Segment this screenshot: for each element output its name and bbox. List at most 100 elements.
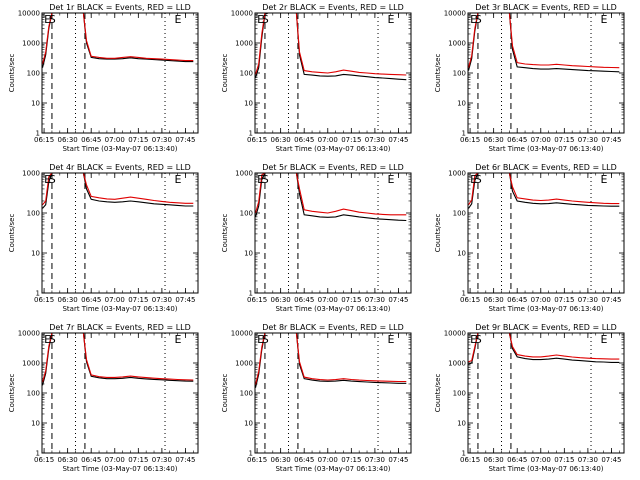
x-tick-label: 07:00 xyxy=(105,456,125,464)
x-tick-label: 07:45 xyxy=(388,456,408,464)
plot-frame xyxy=(41,172,199,294)
plot-annotation: E xyxy=(44,173,51,186)
x-tick-label: 06:15 xyxy=(247,456,267,464)
y-axis-label: Counts/sec xyxy=(221,214,229,253)
plot-annotation: S xyxy=(475,333,482,346)
chart-panel: Det 1r BLACK = Events, RED = LLD Counts/s… xyxy=(8,3,199,153)
plot-annotation: E xyxy=(174,333,181,346)
plot-annotation: E xyxy=(44,333,51,346)
plot-annotation: E xyxy=(470,13,477,26)
y-tick-label: 100 xyxy=(453,70,466,78)
y-axis-label: Counts/sec xyxy=(8,374,16,413)
x-tick-label: 07:15 xyxy=(128,296,148,304)
y-tick-label: 100 xyxy=(27,70,40,78)
x-tick-label: 06:45 xyxy=(81,296,101,304)
panel-title: Det 1r BLACK = Events, RED = LLD xyxy=(49,3,191,12)
y-tick-label: 10000 xyxy=(231,330,253,338)
series-line-lld xyxy=(42,333,194,383)
y-axis-label: Counts/sec xyxy=(434,374,442,413)
y-tick-label: 1000 xyxy=(22,170,40,178)
series-line-events xyxy=(468,173,620,209)
x-tick-label: 07:00 xyxy=(105,296,125,304)
y-tick-label: 1 xyxy=(462,130,466,138)
y-tick-label: 1000 xyxy=(235,40,253,48)
series-line-events xyxy=(42,333,194,386)
x-tick-label: 06:45 xyxy=(294,296,314,304)
panel-title: Det 2r BLACK = Events, RED = LLD xyxy=(262,3,404,12)
plot-annotation: E xyxy=(174,13,181,26)
panel-title: Det 6r BLACK = Events, RED = LLD xyxy=(475,163,617,172)
x-tick-label: 06:30 xyxy=(271,136,291,144)
y-tick-label: 1 xyxy=(249,130,253,138)
plot-annotation: E xyxy=(387,333,394,346)
y-tick-label: 100 xyxy=(27,390,40,398)
plot-frame xyxy=(254,172,412,294)
x-tick-label: 06:45 xyxy=(507,296,527,304)
series-line-lld xyxy=(255,333,407,385)
y-tick-label: 10000 xyxy=(18,330,40,338)
x-tick-label: 07:45 xyxy=(175,296,195,304)
x-axis-label: Start Time (03-May-07 06:13:40) xyxy=(488,305,603,313)
x-tick-label: 07:00 xyxy=(318,136,338,144)
panel-title: Det 7r BLACK = Events, RED = LLD xyxy=(49,323,191,332)
x-tick-label: 06:30 xyxy=(58,296,78,304)
panel-title: Det 8r BLACK = Events, RED = LLD xyxy=(262,323,404,332)
x-axis-label: Start Time (03-May-07 06:13:40) xyxy=(62,305,177,313)
y-tick-label: 100 xyxy=(240,210,253,218)
panel-title: Det 5r BLACK = Events, RED = LLD xyxy=(262,163,404,172)
plot-annotation: E xyxy=(600,13,607,26)
plot-frame xyxy=(467,332,625,454)
chart-panel: Det 9r BLACK = Events, RED = LLD Counts/s… xyxy=(434,323,625,473)
plot-annotation: E xyxy=(257,333,264,346)
y-tick-label: 10000 xyxy=(444,330,466,338)
series-line-lld xyxy=(255,173,407,216)
plot-annotation: E xyxy=(44,13,51,26)
y-tick-label: 1000 xyxy=(22,360,40,368)
plot-frame xyxy=(254,332,412,454)
x-tick-label: 07:45 xyxy=(175,136,195,144)
x-tick-label: 06:15 xyxy=(460,136,480,144)
y-tick-label: 10 xyxy=(457,420,466,428)
plot-annotation: E xyxy=(257,13,264,26)
series-line-events xyxy=(468,13,620,73)
x-tick-label: 07:15 xyxy=(554,296,574,304)
series-line-events xyxy=(42,173,194,209)
x-tick-label: 07:45 xyxy=(601,456,621,464)
y-tick-label: 100 xyxy=(27,210,40,218)
x-tick-label: 06:15 xyxy=(247,136,267,144)
x-tick-label: 06:45 xyxy=(81,456,101,464)
x-tick-label: 06:30 xyxy=(484,136,504,144)
series-line-lld xyxy=(42,173,194,206)
plot-annotation: E xyxy=(257,173,264,186)
y-tick-label: 10 xyxy=(31,420,40,428)
x-tick-label: 07:15 xyxy=(341,296,361,304)
x-tick-label: 07:45 xyxy=(388,136,408,144)
x-tick-label: 07:30 xyxy=(578,456,598,464)
y-axis-label: Counts/sec xyxy=(8,214,16,253)
x-tick-label: 06:15 xyxy=(460,456,480,464)
x-tick-label: 07:30 xyxy=(578,296,598,304)
x-tick-label: 06:15 xyxy=(460,296,480,304)
y-tick-label: 1000 xyxy=(448,170,466,178)
y-tick-label: 10000 xyxy=(18,10,40,18)
plot-annotation: E xyxy=(470,173,477,186)
x-tick-label: 07:00 xyxy=(531,456,551,464)
y-tick-label: 1000 xyxy=(448,40,466,48)
x-tick-label: 06:45 xyxy=(507,136,527,144)
plot-frame xyxy=(41,12,199,134)
plot-annotation: S xyxy=(262,333,269,346)
x-tick-label: 07:15 xyxy=(128,456,148,464)
x-tick-label: 06:30 xyxy=(271,296,291,304)
x-tick-label: 06:30 xyxy=(58,136,78,144)
plot-annotation: E xyxy=(600,173,607,186)
plot-frame xyxy=(254,12,412,134)
x-tick-label: 07:30 xyxy=(578,136,598,144)
plot-annotation: E xyxy=(387,13,394,26)
x-tick-label: 07:30 xyxy=(152,136,172,144)
y-tick-label: 10 xyxy=(31,100,40,108)
plot-annotation: S xyxy=(475,173,482,186)
chart-panel: Det 6r BLACK = Events, RED = LLD Counts/s… xyxy=(434,163,625,313)
x-tick-label: 06:45 xyxy=(294,456,314,464)
y-tick-label: 1 xyxy=(36,290,40,298)
x-tick-label: 07:00 xyxy=(531,296,551,304)
